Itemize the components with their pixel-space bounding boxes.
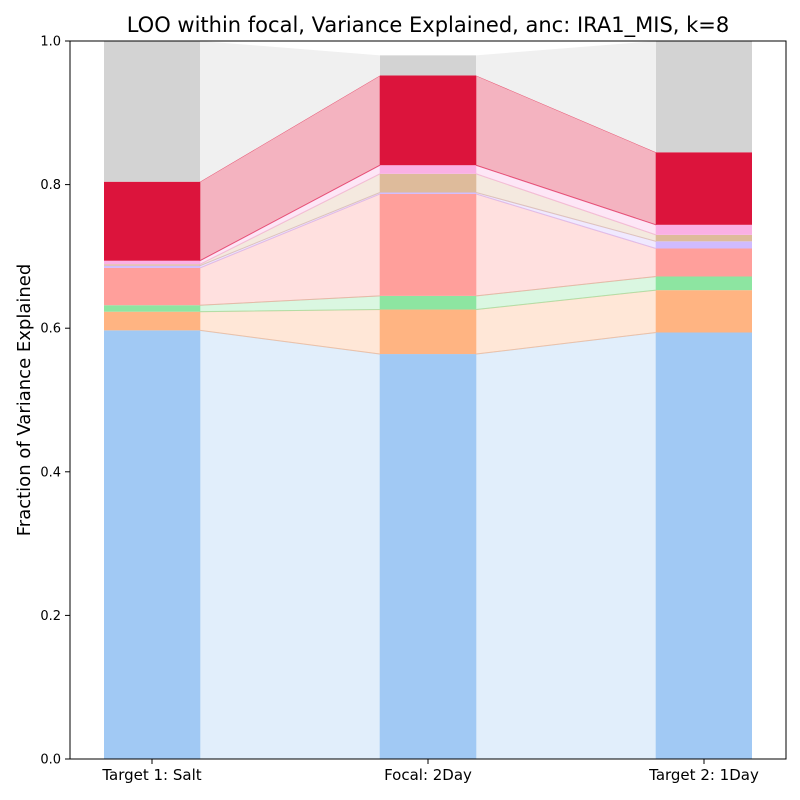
bar-segment (380, 309, 476, 355)
connector-band (475, 331, 657, 760)
bar-segment (656, 41, 752, 153)
y-axis-label: Fraction of Variance Explained (14, 264, 35, 537)
x-tick-label: Target 1: Salt (101, 766, 201, 784)
y-tick-label: 0.6 (40, 322, 61, 337)
bar-segment (380, 75, 476, 166)
y-tick-label: 0.0 (40, 753, 61, 768)
y-tick-label: 1.0 (40, 35, 61, 50)
bar-segment (656, 332, 752, 759)
bar-segment (656, 234, 752, 242)
bar-segment (104, 41, 200, 182)
bar-segment (104, 311, 200, 331)
x-tick-label: Target 2: 1Day (648, 766, 759, 784)
x-axis: Target 1: Salt Focal: 2Day Target 2: 1Day (101, 759, 759, 784)
bar-segment (104, 260, 200, 265)
connector-bands (199, 41, 657, 760)
bar-segment (656, 248, 752, 277)
x-tick-label: Focal: 2Day (384, 766, 472, 784)
y-tick-label: 0.8 (40, 178, 61, 193)
bar-segment (104, 305, 200, 312)
bar-segment (104, 330, 200, 759)
y-axis: 0.0 0.2 0.4 0.6 0.8 1.0 (40, 35, 70, 768)
bar-segment (104, 267, 200, 306)
bar-segment (656, 152, 752, 225)
chart-title: LOO within focal, Variance Explained, an… (127, 13, 730, 38)
connector-band (200, 41, 380, 182)
connector-band (476, 41, 656, 153)
bar-segment (380, 173, 476, 193)
bar-segment (380, 55, 476, 76)
bar-segment (656, 224, 752, 235)
bar-segment (380, 165, 476, 174)
connector-band (199, 329, 381, 760)
bar-segment (380, 295, 476, 310)
bar-segment (104, 181, 200, 261)
bar-segment (656, 290, 752, 333)
bar-segment (656, 276, 752, 291)
bar-segment (104, 265, 200, 268)
bar-segment (380, 354, 476, 759)
bar-segment (380, 193, 476, 296)
bar-segment (656, 241, 752, 249)
y-tick-label: 0.4 (40, 465, 61, 480)
stacked-bars (104, 41, 752, 759)
bar-segment (380, 192, 476, 194)
bar-segment (104, 264, 200, 266)
y-tick-label: 0.2 (40, 609, 61, 624)
